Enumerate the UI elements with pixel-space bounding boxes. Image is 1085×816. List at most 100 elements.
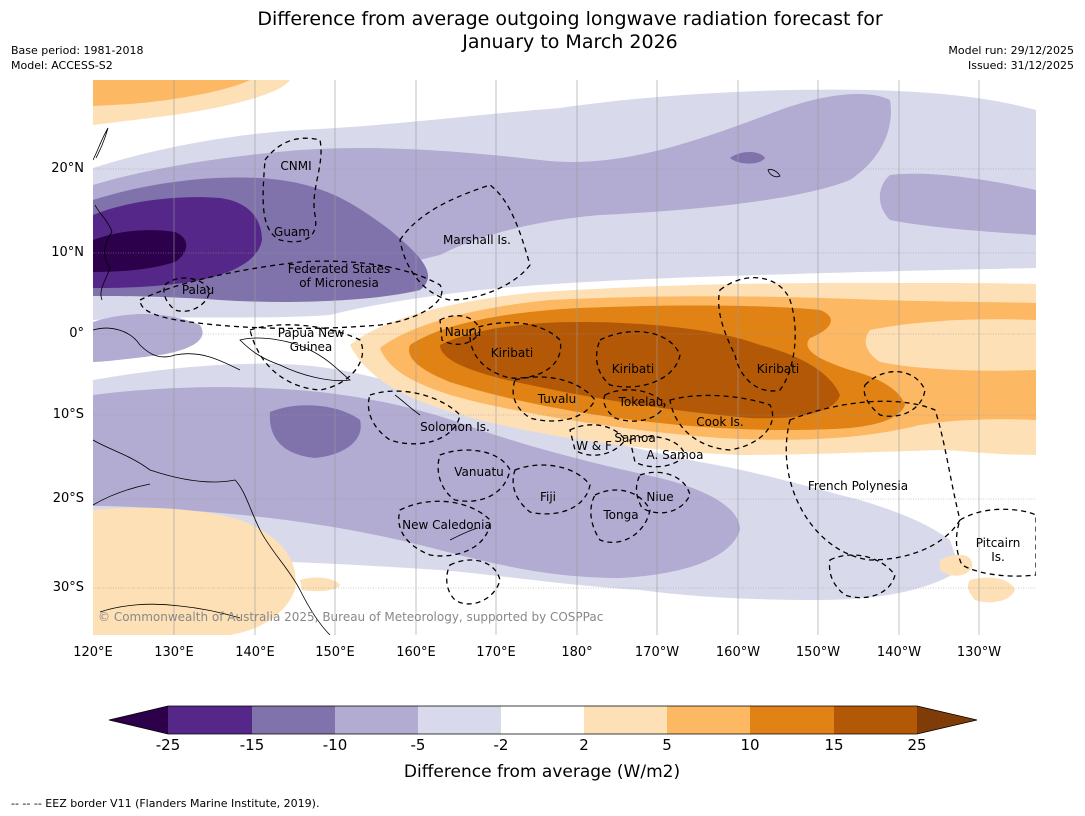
lat-label-0: 0° xyxy=(69,326,84,341)
label-png: Papua New Guinea xyxy=(278,326,345,354)
map-field xyxy=(93,80,1036,635)
label-fsm: Federated States of Micronesia xyxy=(288,262,390,290)
coast-hawaii xyxy=(767,169,781,178)
eez-tuvalu xyxy=(512,376,596,422)
lon-label-180: 180° xyxy=(561,645,593,660)
eez-footnote: -- -- -- EEZ border V11 (Flanders Marine… xyxy=(11,797,320,810)
eez-marquesas xyxy=(863,371,926,417)
anomaly-neg-max xyxy=(93,230,187,272)
coast-solomons xyxy=(394,394,421,416)
colorbar-tick-8: 10 xyxy=(740,736,760,754)
label-pitcairn: Pitcairn Is. xyxy=(976,536,1021,564)
label-pitcairn-line2: Is. xyxy=(991,550,1005,564)
eez-asamoa xyxy=(629,435,686,468)
lat-label-20s: 20°S xyxy=(52,491,84,506)
label-samoa: Samoa xyxy=(614,431,656,445)
lon-label-170e: 170°E xyxy=(476,645,516,660)
anomaly-neg-coral-sea xyxy=(269,405,361,458)
colorbar-outline xyxy=(108,705,978,735)
colorbar-tick-3: -10 xyxy=(322,736,348,754)
eez-new-caledonia xyxy=(398,500,491,557)
lon-label-130e: 130°E xyxy=(154,645,194,660)
label-tuvalu: Tuvalu xyxy=(537,392,577,406)
coast-australia-north xyxy=(93,483,151,506)
label-png-line2: Guinea xyxy=(289,340,333,354)
label-pitcairn-line1: Pitcairn xyxy=(975,536,1021,550)
copyright-notice: © Commonwealth of Australia 2025, Bureau… xyxy=(98,610,604,624)
issued-date: Issued: 31/12/2025 xyxy=(967,59,1074,72)
label-fsm-line1: Federated States xyxy=(287,262,391,276)
lon-label-160w: 160°W xyxy=(715,645,761,660)
anomaly-pos-east-light xyxy=(865,319,1036,371)
lon-label-130w: 130°W xyxy=(956,645,1002,660)
colorbar-bin-2 xyxy=(252,706,335,734)
lat-label-20n: 20°N xyxy=(51,161,84,176)
anomaly-neg-png xyxy=(93,314,203,362)
colorbar-extend-low xyxy=(109,706,168,734)
eez-french-polynesia xyxy=(785,400,961,561)
lon-label-120e: 120°E xyxy=(73,645,113,660)
colorbar-tick-10: 25 xyxy=(907,736,927,754)
colorbar-label: Difference from average (W/m2) xyxy=(403,762,681,782)
eez-marshall xyxy=(399,184,531,301)
eez-tokelau xyxy=(603,389,666,422)
eez-fsm xyxy=(139,260,443,330)
colorbar-bin-3 xyxy=(335,706,418,734)
label-png-line1: Papua New xyxy=(277,326,345,340)
eez-solomon xyxy=(367,390,461,445)
colorbar-extend-high xyxy=(917,706,977,734)
meta-right: Model run: 29/12/2025 Issued: 31/12/2025 xyxy=(948,43,1074,73)
label-tokelau: Tokelau xyxy=(618,395,664,409)
eez-norfolk xyxy=(446,559,501,605)
lon-label-160e: 160°E xyxy=(396,645,436,660)
coast-australia-south xyxy=(99,603,241,619)
coast-indonesia xyxy=(93,327,241,371)
lat-label-10n: 10°N xyxy=(51,245,84,260)
colorbar-bin-7 xyxy=(667,706,750,734)
eez-tonga xyxy=(590,489,651,543)
anomaly-pos-nw xyxy=(93,80,250,106)
eez-wf-samoa xyxy=(569,424,626,456)
colorbar-tick-5: -2 xyxy=(493,736,509,754)
colorbar-tick-1: -25 xyxy=(155,736,181,754)
colorbar-tick-2: -15 xyxy=(239,736,265,754)
coast-new-caledonia xyxy=(449,527,479,541)
label-tonga: Tonga xyxy=(603,508,639,522)
lon-label-150w: 150°W xyxy=(795,645,841,660)
eez-png xyxy=(249,324,364,391)
colorbar-tick-9: 15 xyxy=(824,736,844,754)
colorbar-bin-9 xyxy=(834,706,917,734)
eez-pitcairn xyxy=(955,508,1036,577)
colorbar-tick-6: 2 xyxy=(579,736,589,754)
lon-label-140e: 140°E xyxy=(235,645,275,660)
eez-fiji xyxy=(512,464,591,515)
title-line-1: Difference from average outgoing longwav… xyxy=(257,8,883,30)
label-cook: Cook Is. xyxy=(696,415,744,429)
label-asamoa: A. Samoa xyxy=(646,448,704,462)
coastlines xyxy=(93,127,781,635)
eez-palau xyxy=(163,277,211,312)
colorbar-bin-4 xyxy=(418,706,501,734)
label-fiji: Fiji xyxy=(539,490,557,504)
coast-australia-east xyxy=(93,439,331,635)
eez-kiribati-east xyxy=(718,277,796,392)
lat-label-10s: 10°S xyxy=(52,407,84,422)
colorbar-bin-6 xyxy=(584,706,667,734)
eez-cook xyxy=(669,394,774,451)
label-niue: Niue xyxy=(646,490,674,504)
label-kiribati-west: Kiribati xyxy=(490,346,534,360)
eez-cnmi-guam xyxy=(262,137,322,243)
eez-niue xyxy=(635,471,691,514)
anomaly-pos-se xyxy=(967,577,1015,603)
anomaly-pos-australia xyxy=(93,507,296,635)
coast-asia xyxy=(93,127,109,161)
label-kiribati-central: Kiribati xyxy=(611,362,655,376)
label-fsm-line2: of Micronesia xyxy=(299,276,379,290)
label-new-caledonia: New Caledonia xyxy=(402,518,492,532)
lon-label-170w: 170°W xyxy=(634,645,680,660)
coast-new-guinea xyxy=(239,337,351,382)
coast-philippines xyxy=(94,204,113,301)
label-french-polynesia: French Polynesia xyxy=(807,479,909,493)
lon-label-140w: 140°W xyxy=(876,645,922,660)
